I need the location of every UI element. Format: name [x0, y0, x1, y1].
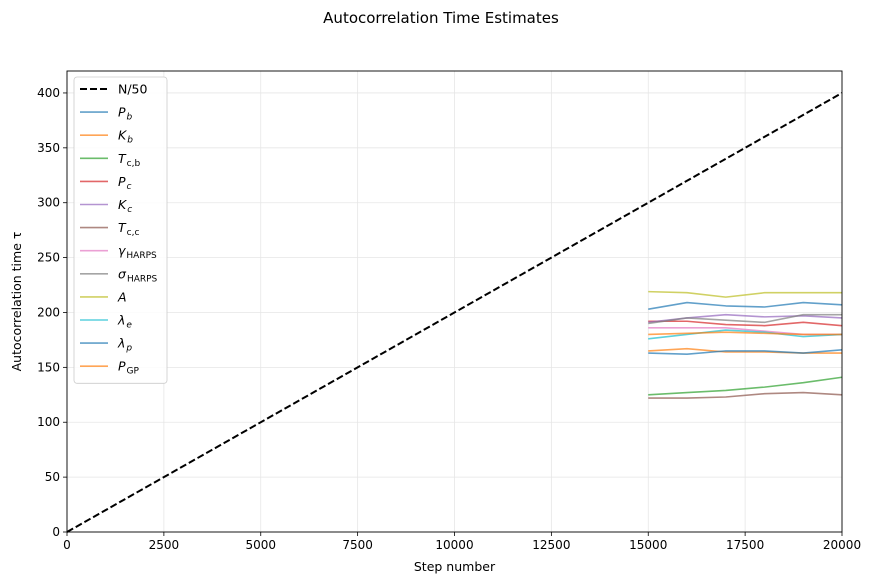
x-tick-label: 10000 — [435, 538, 473, 552]
legend-label: N/50 — [118, 82, 148, 97]
y-axis-label: Autocorrelation time τ — [9, 232, 24, 372]
series-line — [648, 376, 843, 396]
legend-label: A — [117, 289, 127, 304]
legend-label: PGP — [118, 359, 140, 377]
y-tick-label: 100 — [37, 415, 60, 429]
legend-label: γHARPS — [118, 243, 157, 261]
x-tick-label: 20000 — [823, 538, 861, 552]
reference-line — [66, 92, 843, 533]
grid-lines — [66, 71, 843, 533]
x-tick-label: 15000 — [629, 538, 667, 552]
y-tick-label: 150 — [37, 360, 60, 374]
y-tick-label: 200 — [37, 305, 60, 319]
series-layer — [66, 92, 843, 533]
legend-label: Pc — [118, 174, 132, 192]
legend-label: λe — [117, 313, 132, 331]
y-axis: 0 50 100 150 200 250 300 350 400 — [37, 86, 67, 539]
legend-label: σHARPS — [118, 266, 158, 284]
x-tick-label: 0 — [63, 538, 71, 552]
legend-box — [73, 76, 168, 384]
x-tick-label: 5000 — [245, 538, 276, 552]
legend-label: Tc,c — [118, 220, 139, 238]
series-line — [648, 349, 843, 355]
legend-label: Kc — [118, 197, 132, 215]
x-axis: 0 2500 5000 7500 10000 12500 15000 17500 20000 — [63, 532, 861, 552]
y-tick-label: 300 — [37, 196, 60, 210]
series-line — [648, 320, 843, 327]
y-tick-label: 350 — [37, 141, 60, 155]
series-line — [648, 329, 843, 340]
series-line — [648, 391, 843, 399]
x-axis-label: Step number — [414, 559, 496, 574]
series-line — [648, 331, 842, 336]
legend-label: Tc,b — [118, 151, 140, 169]
series-line — [648, 301, 843, 310]
y-tick-label: 250 — [37, 251, 60, 265]
x-tick-label: 12500 — [532, 538, 570, 552]
legend-label: Kb — [118, 128, 133, 146]
legend-label: λp — [117, 336, 132, 354]
x-tick-label: 2500 — [149, 538, 180, 552]
legend: N/50 Pb Kb Tc,b Pc Kc Tc,c γHARPS σHARPS Aλe λp PGP — [73, 76, 168, 384]
chart-title: Autocorrelation Time Estimates — [323, 9, 559, 27]
legend-label: Pb — [118, 105, 133, 123]
y-tick-label: 0 — [52, 525, 60, 539]
y-tick-label: 50 — [45, 470, 60, 484]
y-tick-label: 400 — [37, 86, 60, 100]
series-line — [648, 313, 842, 325]
series-line — [648, 290, 842, 298]
x-tick-label: 17500 — [726, 538, 764, 552]
x-tick-label: 7500 — [342, 538, 373, 552]
